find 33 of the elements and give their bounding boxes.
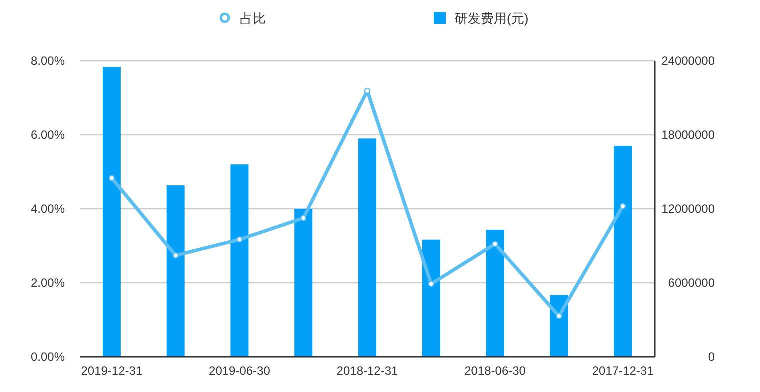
y2-tick-label: 0	[708, 350, 716, 364]
legend-label: 研发费用(元)	[455, 11, 529, 26]
y2-tick-label: 6000000	[668, 276, 716, 290]
y-tick-label: 8.00%	[30, 54, 66, 68]
bar	[102, 67, 121, 357]
point	[428, 281, 434, 288]
bar	[230, 164, 249, 357]
bar	[294, 209, 313, 357]
point	[108, 175, 116, 182]
legend-label: 占比	[240, 11, 266, 26]
point	[172, 252, 179, 259]
point	[492, 241, 498, 248]
point	[556, 313, 562, 320]
x-tick-label: 2017-12-31	[592, 364, 654, 378]
bar	[614, 146, 632, 357]
point	[236, 236, 243, 243]
y2-tick-label: 12000000	[662, 202, 716, 216]
x-tick-label: 2019-12-31	[81, 364, 143, 378]
y2-tick-label: 24000000	[662, 54, 716, 68]
x-tick-label: 2018-12-31	[336, 364, 399, 378]
bar	[486, 230, 504, 357]
x-tick-label: 2018-06-30	[464, 364, 526, 378]
bar	[166, 186, 185, 357]
y-tick-label: 4.00%	[30, 202, 66, 216]
bar	[358, 138, 376, 357]
y-tick-label: 0.00%	[30, 350, 66, 364]
y-tick-label: 6.00%	[30, 128, 66, 142]
point	[620, 203, 626, 210]
y-tick-label: 2.00%	[30, 276, 66, 290]
y2-tick-label: 18000000	[662, 128, 716, 142]
bar	[422, 240, 440, 357]
x-tick-label: 2019-06-30	[209, 364, 271, 378]
point	[300, 215, 307, 222]
